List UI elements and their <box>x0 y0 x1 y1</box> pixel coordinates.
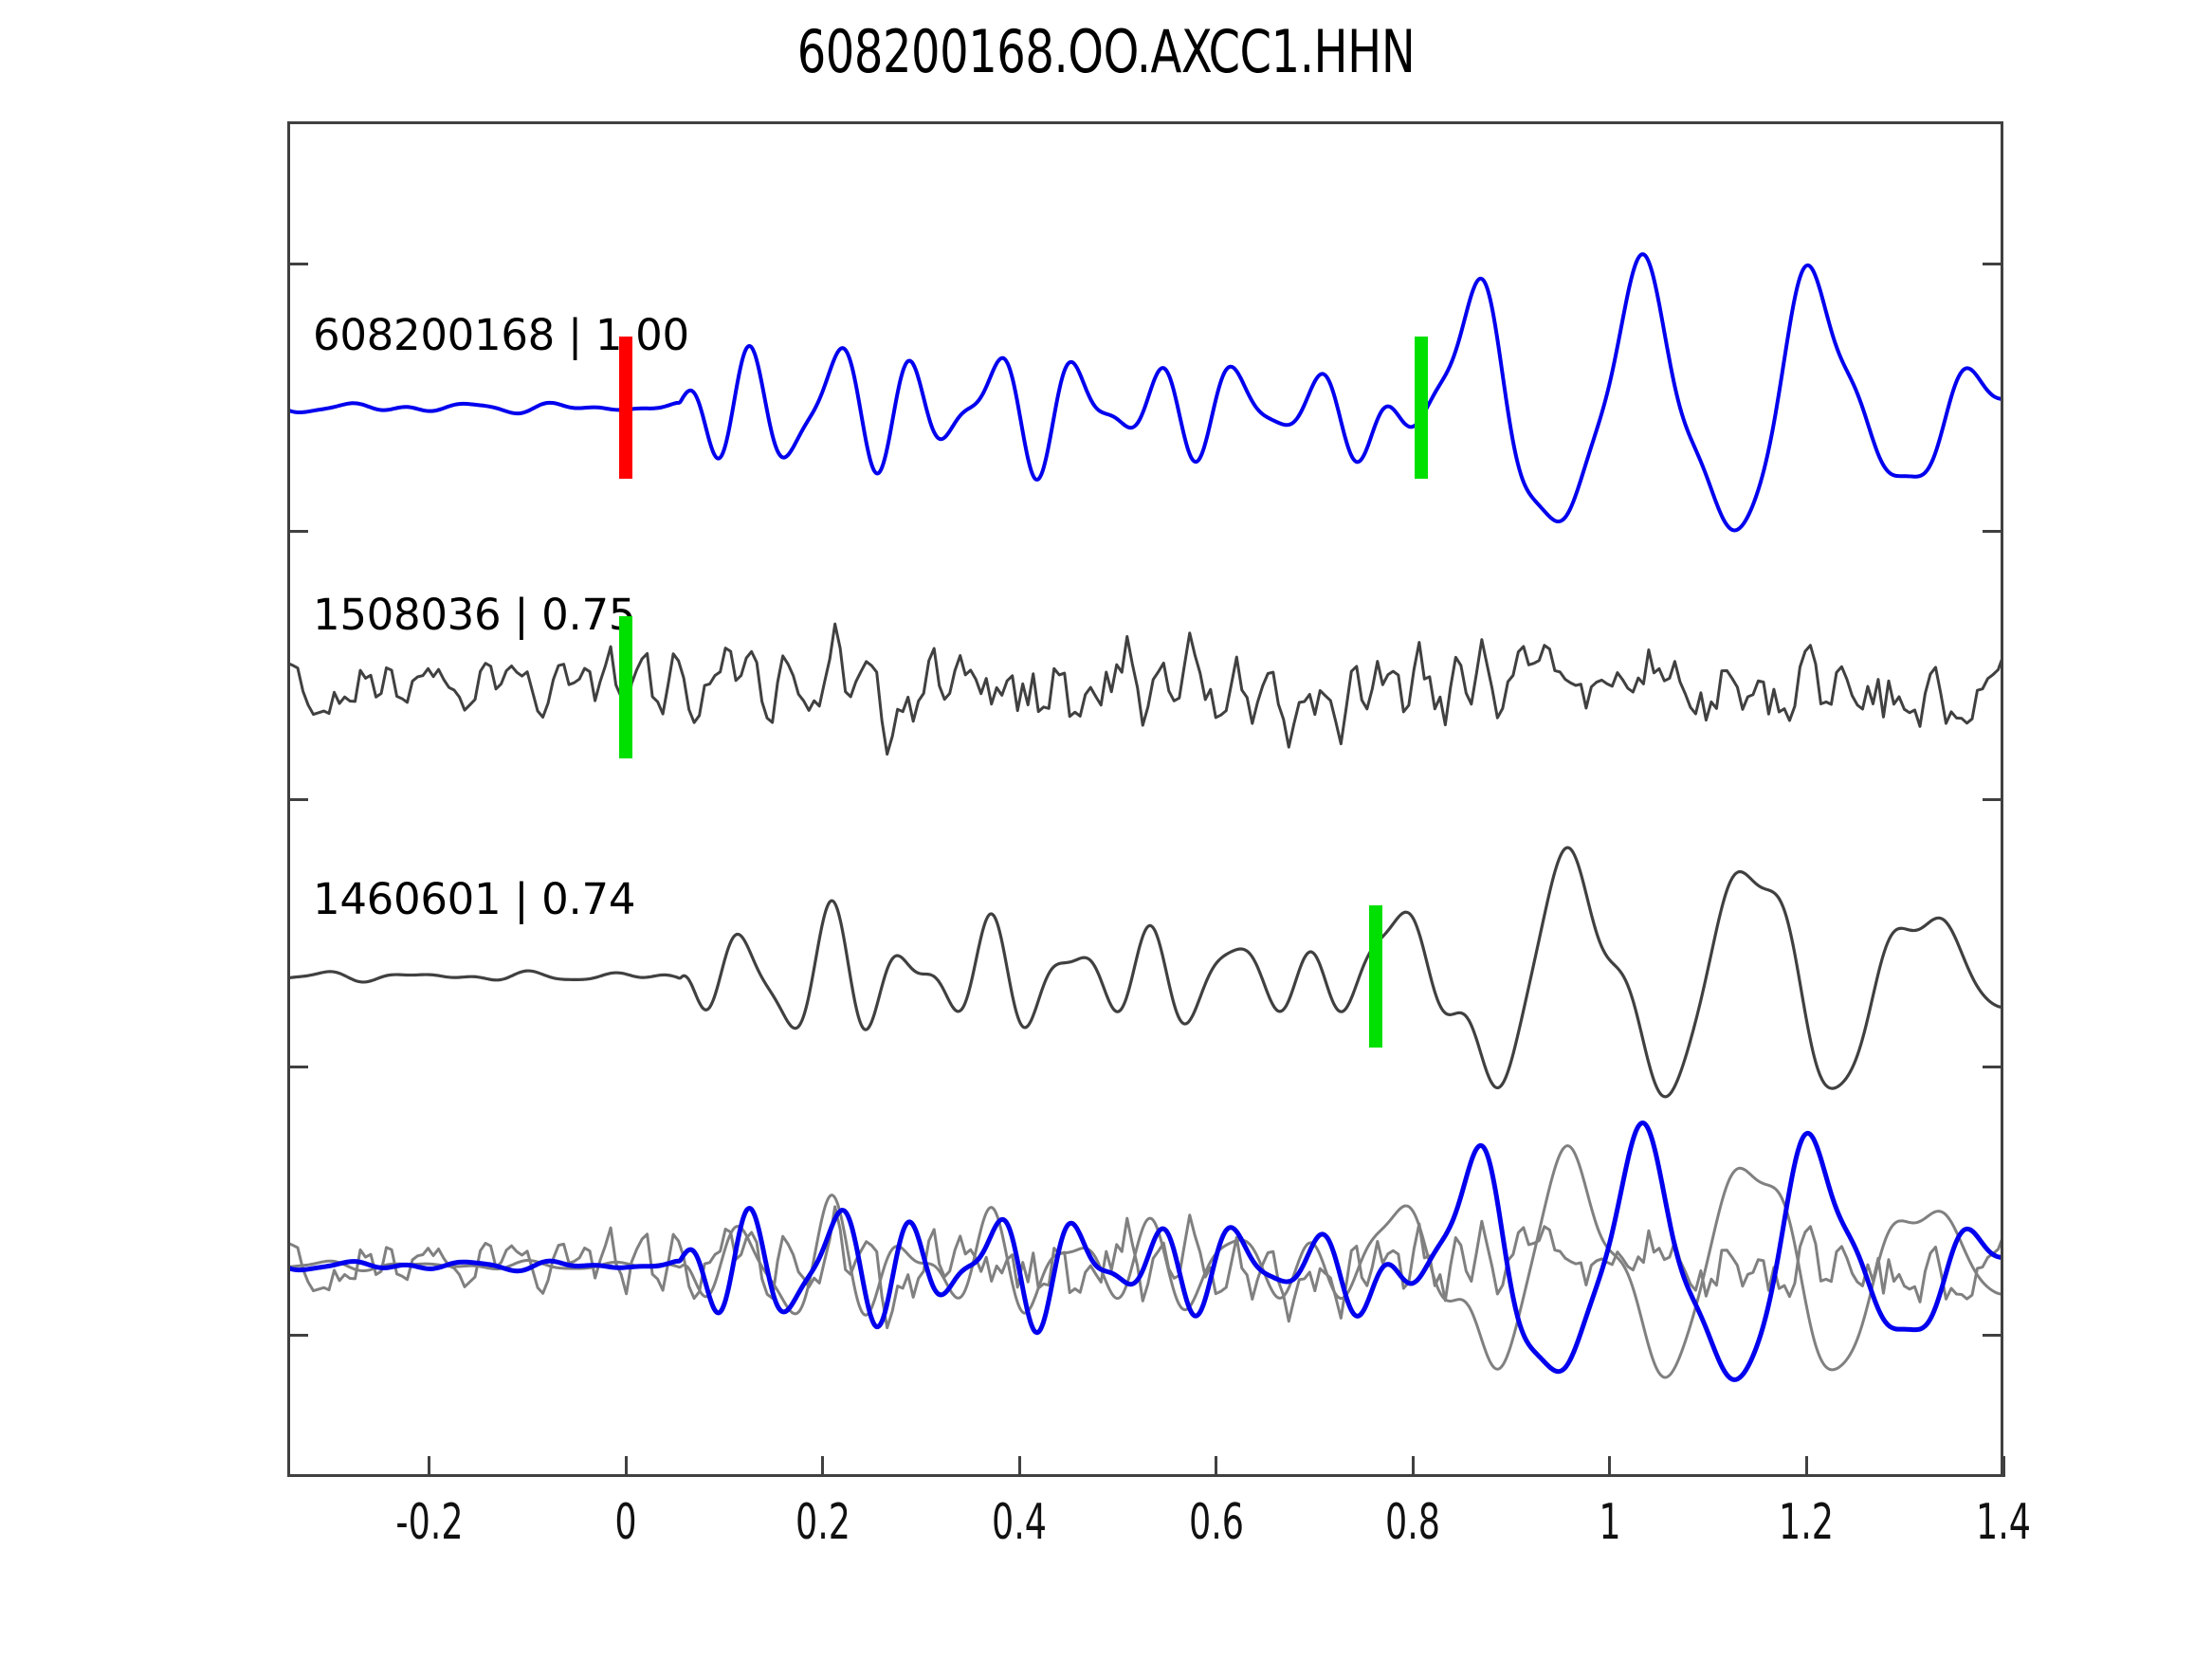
y-tick <box>287 530 308 533</box>
x-tick-label: 0.8 <box>1385 1494 1441 1551</box>
y-tick <box>287 262 308 265</box>
pick-marker-1460601-green <box>1368 905 1382 1048</box>
x-tick <box>624 1456 628 1477</box>
y-tick-right <box>1983 530 2003 533</box>
x-tick <box>1804 1456 1808 1477</box>
x-tick-label: -0.2 <box>395 1494 464 1551</box>
trace-1460601 <box>287 846 2003 1099</box>
x-tick-label: 0 <box>614 1494 637 1551</box>
trace-label-1508036: 1508036 | 0.75 <box>313 590 636 640</box>
y-tick-right <box>1983 1066 2003 1068</box>
y-tick <box>287 1066 308 1068</box>
x-tick-label: 1 <box>1599 1494 1621 1551</box>
trace-1508036 <box>287 622 2003 757</box>
y-tick <box>287 1333 308 1337</box>
x-tick <box>2002 1456 2005 1477</box>
x-tick <box>1608 1456 1612 1477</box>
x-tick-label: 1.4 <box>1975 1494 2032 1551</box>
trace-608200168 <box>287 252 2003 533</box>
x-tick-label: 0.6 <box>1188 1494 1244 1551</box>
x-tick-label: 0.4 <box>992 1494 1048 1551</box>
x-tick-label: 0.2 <box>795 1494 850 1551</box>
y-tick-right <box>1983 1333 2003 1337</box>
x-tick <box>821 1456 825 1477</box>
overlay-trace-608200168 <box>287 1121 2003 1382</box>
pick-marker-template-red <box>619 337 633 479</box>
x-tick <box>1411 1456 1415 1477</box>
y-tick-right <box>1983 797 2003 801</box>
page-title: 608200168.OO.AXCC1.HHN <box>796 17 1416 86</box>
trace-label-608200168: 608200168 | 1.00 <box>313 310 689 360</box>
overlay-trace-1460601 <box>287 1144 2003 1379</box>
y-tick-right <box>1983 262 2003 265</box>
waveform-canvas <box>287 252 2003 1382</box>
pick-marker-1508036-green <box>619 616 633 758</box>
x-tick <box>1017 1456 1021 1477</box>
y-tick <box>287 797 308 801</box>
x-tick <box>1215 1456 1218 1477</box>
trace-label-1460601: 1460601 | 0.74 <box>313 874 636 924</box>
x-tick-label: 1.2 <box>1779 1494 1835 1551</box>
x-tick <box>428 1456 431 1477</box>
overlay-trace-1508036 <box>287 1205 2003 1330</box>
pick-marker-template-green <box>1414 337 1428 479</box>
